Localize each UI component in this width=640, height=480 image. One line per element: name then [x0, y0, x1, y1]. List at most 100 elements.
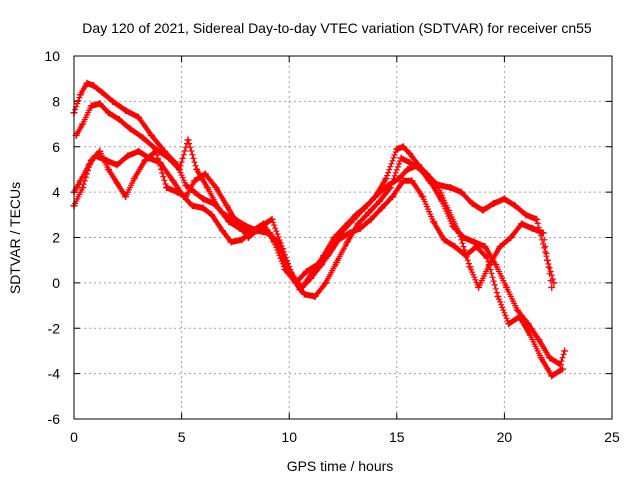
data-point	[87, 102, 95, 110]
data-point	[526, 331, 534, 339]
data-point	[225, 218, 233, 226]
data-point	[218, 227, 226, 235]
data-point	[503, 283, 511, 291]
data-point	[451, 243, 459, 251]
data-point	[287, 270, 295, 278]
data-point	[135, 113, 143, 121]
data-point	[376, 197, 384, 205]
data-point	[399, 143, 407, 151]
data-point	[227, 238, 235, 246]
data-point	[175, 165, 183, 173]
y-tick-label: 10	[44, 48, 60, 64]
data-point	[203, 184, 211, 192]
y-tick-label: 4	[52, 184, 60, 200]
x-tick-label: 15	[389, 429, 405, 445]
data-point	[135, 147, 143, 155]
data-point	[96, 100, 104, 108]
data-point	[496, 243, 504, 251]
data-point	[522, 211, 530, 219]
data-point	[113, 161, 121, 169]
data-point	[333, 258, 341, 266]
data-point	[404, 165, 412, 173]
data-point	[191, 188, 199, 196]
data-point	[345, 229, 353, 237]
data-point	[470, 238, 478, 246]
data-point	[141, 156, 149, 164]
data-point	[466, 263, 474, 271]
data-point	[214, 204, 222, 212]
data-point	[550, 279, 558, 287]
data-point	[109, 97, 117, 105]
data-point	[115, 116, 123, 124]
data-point	[169, 177, 177, 185]
data-point	[397, 154, 405, 162]
data-point	[556, 361, 564, 369]
data-point	[367, 215, 375, 223]
data-point	[378, 204, 386, 212]
data-point	[490, 199, 498, 207]
y-tick-label: -4	[48, 366, 61, 382]
data-point	[266, 229, 274, 237]
data-point	[559, 365, 567, 373]
data-point	[223, 202, 231, 210]
data-point	[126, 125, 134, 133]
data-point	[113, 179, 121, 187]
data-point	[193, 165, 201, 173]
data-point	[139, 134, 147, 142]
data-point	[201, 170, 209, 178]
data-point	[122, 106, 130, 114]
data-point	[268, 215, 276, 223]
data-point	[76, 91, 84, 99]
data-point	[505, 320, 513, 328]
data-point	[311, 292, 319, 300]
y-tick-label: 2	[52, 230, 60, 246]
x-tick-label: 20	[497, 429, 513, 445]
data-point	[182, 193, 190, 201]
x-axis-label: GPS time / hours	[287, 458, 394, 474]
data-point	[533, 215, 541, 223]
data-point	[447, 184, 455, 192]
data-point	[212, 184, 220, 192]
data-point	[104, 109, 112, 117]
data-point	[244, 234, 252, 241]
data-point	[414, 161, 422, 169]
data-point	[511, 202, 519, 210]
data-point	[89, 81, 97, 89]
data-point	[423, 170, 431, 178]
data-point	[330, 234, 338, 241]
data-point	[492, 261, 500, 269]
data-point	[322, 279, 330, 287]
data-point	[500, 195, 508, 203]
data-point	[320, 252, 328, 260]
data-point	[300, 290, 308, 298]
data-point	[341, 222, 349, 230]
data-point	[457, 188, 465, 196]
data-point	[208, 211, 216, 219]
data-point	[188, 202, 196, 210]
data-point	[199, 195, 207, 203]
data-point	[408, 177, 416, 185]
y-tick-label: 6	[52, 139, 60, 155]
data-point	[79, 120, 87, 128]
data-point	[234, 220, 242, 228]
y-tick-label: -6	[48, 411, 61, 427]
x-tick-label: 10	[281, 429, 297, 445]
data-point	[507, 234, 515, 241]
data-point	[302, 268, 310, 276]
x-tick-label: 25	[604, 429, 620, 445]
data-point	[434, 181, 442, 189]
data-point	[455, 229, 463, 237]
data-point	[182, 181, 190, 189]
data-point	[440, 236, 448, 244]
data-point	[96, 147, 104, 155]
data-point	[528, 224, 536, 232]
data-point	[515, 313, 523, 321]
y-tick-label: 8	[52, 93, 60, 109]
x-tick-label: 5	[178, 429, 186, 445]
data-point	[373, 190, 381, 198]
data-point	[548, 372, 556, 380]
data-point	[165, 154, 173, 162]
data-point	[561, 347, 569, 355]
data-point	[335, 236, 343, 244]
